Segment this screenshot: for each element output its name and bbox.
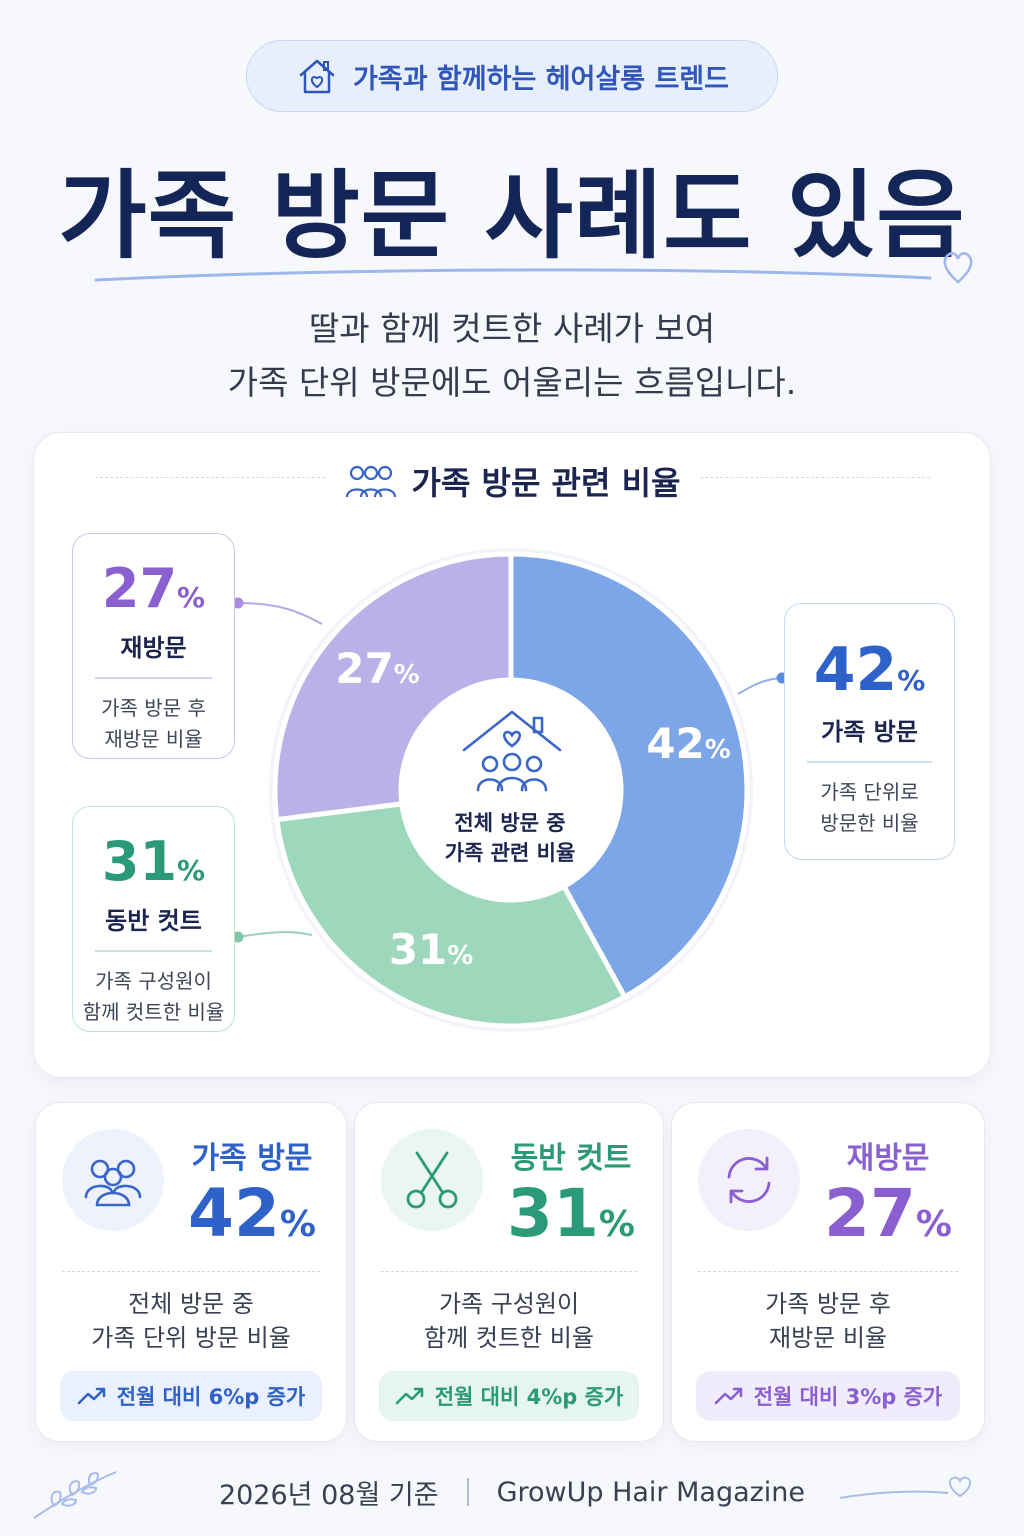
- callout-family-value: 42%: [813, 635, 926, 705]
- panel-title-dash-right: [700, 477, 930, 478]
- connector-revisit: [237, 602, 323, 625]
- slice-revisit: [272, 551, 514, 823]
- stat-card-revisit: 재방문 27% 가족 방문 후 재방문 비율 전월 대비 3%p 증가: [671, 1102, 985, 1442]
- connector-companion: [237, 931, 313, 938]
- topic-badge-label: 가족과 함께하는 헤어살롱 트렌드: [353, 63, 729, 95]
- stat-card-companion: 동반 컷트 31% 가족 구성원이 함께 컷트한 비율 전월 대비 4%p 증가: [354, 1102, 664, 1442]
- callout-family-label: 가족 방문: [821, 718, 918, 746]
- stat-card-companion-desc: 가족 구성원이 함께 컷트한 비율: [424, 1290, 594, 1352]
- callout-family: 42% 가족 방문 가족 단위로 방문한 비율: [784, 603, 955, 860]
- callout-revisit-desc: 가족 방문 후 재방문 비율: [101, 695, 206, 751]
- stat-card-revisit-value: 27%: [824, 1175, 952, 1252]
- callout-revisit: 27% 재방문 가족 방문 후 재방문 비율: [72, 533, 235, 759]
- callout-companion-desc: 가족 구성원이 함께 컷트한 비율: [82, 968, 225, 1024]
- callout-companion-label: 동반 컷트: [105, 907, 202, 935]
- family-house-icon: [462, 710, 562, 792]
- slice-label-family: 42%: [646, 718, 731, 768]
- stat-card-companion-title: 동반 컷트: [510, 1141, 632, 1176]
- trend-up-icon: [77, 1387, 105, 1405]
- callout-companion-value: 31%: [101, 830, 206, 893]
- leaf-sprig-icon: [33, 1471, 117, 1519]
- stat-card-family-value: 42%: [188, 1175, 316, 1252]
- stat-card-revisit-trend-text: 전월 대비 3%p 증가: [753, 1385, 943, 1409]
- trend-up-icon: [714, 1387, 742, 1405]
- panel-title-dash-left: [95, 477, 325, 478]
- stat-card-revisit-desc: 가족 방문 후 재방문 비율: [765, 1290, 891, 1352]
- callout-companion-divider: [95, 950, 212, 952]
- slice-label-revisit: 27%: [335, 644, 420, 694]
- stat-card-revisit-divider: [698, 1271, 958, 1272]
- topic-badge: 가족과 함께하는 헤어살롱 트렌드: [246, 40, 778, 112]
- connector-family: [737, 677, 783, 695]
- panel-title: 가족 방문 관련 비율: [0, 458, 1024, 504]
- stat-card-revisit-icon-bg: [698, 1129, 800, 1231]
- refresh-icon: [727, 1156, 771, 1204]
- footer-date: 2026년 08월 기준: [218, 1479, 439, 1511]
- footer-separator: [466, 1478, 469, 1506]
- subtitle: 딸과 함께 컷트한 사례가 보여 가족 단위 방문에도 어울리는 흐름입니다.: [0, 302, 1024, 410]
- stat-card-family-desc: 전체 방문 중 가족 단위 방문 비율: [91, 1290, 291, 1352]
- donut-center-line-1: 전체 방문 중: [454, 811, 566, 835]
- stat-card-family-trend-text: 전월 대비 6%p 증가: [116, 1385, 306, 1409]
- stat-card-family-divider: [62, 1271, 320, 1272]
- people-icon: [345, 465, 396, 498]
- callout-revisit-divider: [95, 677, 212, 679]
- page-title: 가족 방문 사례도 있음: [58, 160, 966, 272]
- callout-family-desc: 가족 단위로 방문한 비율: [820, 779, 919, 835]
- slice-label-companion: 31%: [388, 925, 474, 975]
- callout-revisit-label: 재방문: [120, 634, 187, 662]
- stat-card-companion-divider: [381, 1271, 637, 1272]
- trend-up-icon: [395, 1387, 423, 1405]
- heart-line-icon: [839, 1476, 972, 1499]
- stat-card-family-icon-bg: [62, 1129, 164, 1231]
- stat-card-companion-icon-bg: [381, 1129, 483, 1231]
- donut-center: [401, 680, 621, 900]
- callout-family-divider: [807, 761, 932, 763]
- stat-card-revisit-title: 재방문: [846, 1141, 930, 1176]
- stat-card-revisit-trend: 전월 대비 3%p 증가: [696, 1371, 960, 1421]
- donut-center-label: 전체 방문 중 가족 관련 비율: [410, 808, 610, 868]
- heart-doodle-icon: [943, 252, 973, 284]
- donut-center-line-2: 가족 관련 비율: [444, 841, 576, 865]
- scissors-icon: [406, 1151, 458, 1209]
- family-icon: [84, 1159, 142, 1207]
- footer-source: GrowUp Hair Magazine: [496, 1476, 806, 1508]
- stat-card-companion-value: 31%: [507, 1175, 635, 1252]
- house-heart-icon: [299, 59, 335, 94]
- callout-revisit-value: 27%: [101, 557, 206, 620]
- panel-title-label: 가족 방문 관련 비율: [411, 464, 681, 502]
- stat-card-companion-trend: 전월 대비 4%p 증가: [379, 1371, 639, 1421]
- callout-companion: 31% 동반 컷트 가족 구성원이 함께 컷트한 비율: [72, 806, 235, 1032]
- stat-card-companion-trend-text: 전월 대비 4%p 증가: [434, 1385, 624, 1409]
- subtitle-line-2: 가족 단위 방문에도 어울리는 흐름입니다.: [227, 363, 797, 402]
- stat-card-family-trend: 전월 대비 6%p 증가: [60, 1371, 322, 1421]
- stat-card-family: 가족 방문 42% 전체 방문 중 가족 단위 방문 비율 전월 대비 6%p 증…: [35, 1102, 347, 1442]
- stat-card-family-title: 가족 방문: [191, 1141, 313, 1176]
- title-underline: [94, 268, 932, 282]
- footer: 2026년 08월 기준 GrowUp Hair Magazine: [0, 1470, 1024, 1514]
- subtitle-line-1: 딸과 함께 컷트한 사례가 보여: [308, 309, 716, 348]
